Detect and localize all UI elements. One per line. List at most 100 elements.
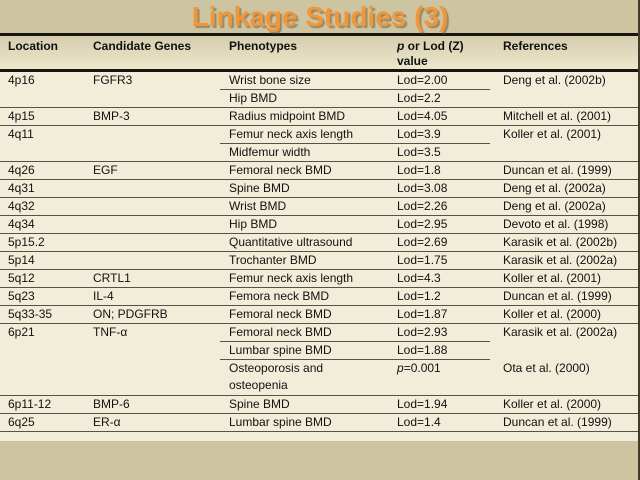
cell-candidate-gene: IL-4 <box>93 289 114 303</box>
cell-value: Lod=2.2 <box>390 90 496 107</box>
table-row: 5p14 Trochanter BMD Lod=1.75 Karasik et … <box>0 252 640 270</box>
phenotype-line1: Lumbar spine BMD <box>229 343 332 357</box>
value-text: Lod=2.2 <box>397 91 441 105</box>
value-text: Lod=1.88 <box>397 343 448 357</box>
header-value-rest: or Lod (Z) <box>404 39 464 53</box>
cell-reference: Karasik et al. (2002a) <box>503 253 618 267</box>
cell-candidate-gene: FGFR3 <box>93 73 133 87</box>
phenotype-line2: osteopenia <box>229 378 288 392</box>
value-text: Lod=1.2 <box>397 289 441 303</box>
value-text: =0.001 <box>403 361 441 375</box>
cell-phenotype: Wrist bone size <box>222 72 390 90</box>
cell-phenotype: Trochanter BMD <box>222 252 390 269</box>
cell-location: 4q26 <box>8 163 35 177</box>
cell-value: Lod=1.88 <box>390 342 496 360</box>
header-value-line2: value <box>397 54 428 68</box>
cell-candidate-gene <box>86 360 222 395</box>
linkage-table: Location Candidate Genes Phenotypes p or… <box>0 33 640 441</box>
cell-candidate-gene <box>86 126 222 144</box>
cell-reference: Duncan et al. (1999) <box>503 163 612 177</box>
value-text: Lod=1.4 <box>397 415 441 429</box>
cell-location: 4p16 <box>8 73 35 87</box>
table-row: 5p15.2 Quantitative ultrasound Lod=2.69 … <box>0 234 640 252</box>
phenotype-line1: Femur neck axis length <box>229 271 354 285</box>
cell-value: Lod=1.87 <box>390 306 496 323</box>
cell-reference: Duncan et al. (1999) <box>503 289 612 303</box>
phenotype-line1: Femoral neck BMD <box>229 163 332 177</box>
cell-value: Lod=2.00 <box>390 72 496 90</box>
value-text: Lod=2.69 <box>397 235 448 249</box>
cell-location: 5q23 <box>8 289 35 303</box>
value-text: Lod=4.3 <box>397 271 441 285</box>
cell-location: 5q33-35 <box>8 307 53 321</box>
cell-reference: Karasik et al. (2002a) <box>503 325 618 339</box>
header-location: Location <box>8 39 58 53</box>
value-text: Lod=3.5 <box>397 145 441 159</box>
cell-reference: Ota et al. (2000) <box>503 361 590 375</box>
cell-phenotype: Lumbar spine BMD <box>222 342 390 360</box>
cell-value: Lod=3.5 <box>390 144 496 161</box>
cell-phenotype: Midfemur width <box>222 144 390 161</box>
phenotype-line1: Hip BMD <box>229 217 278 231</box>
table-row: 4p15 BMP-3 Radius midpoint BMD Lod=4.05 … <box>0 108 640 126</box>
phenotype-line1: Quantitative ultrasound <box>229 235 353 249</box>
cell-phenotype: Spine BMD <box>222 396 390 413</box>
cell-candidate-gene <box>86 90 222 107</box>
cell-candidate-gene <box>86 198 222 215</box>
cell-value: Lod=2.95 <box>390 216 496 233</box>
table-row: Midfemur width Lod=3.5 <box>0 144 640 162</box>
cell-location: 4q34 <box>8 217 35 231</box>
cell-location: 5p15.2 <box>8 235 45 249</box>
cell-reference: Mitchell et al. (2001) <box>503 109 612 123</box>
cell-phenotype: Spine BMD <box>222 180 390 197</box>
header-value-italic-p: p <box>397 39 405 53</box>
phenotype-line1: Midfemur width <box>229 145 311 159</box>
cell-value: Lod=1.8 <box>390 162 496 179</box>
cell-location: 4q31 <box>8 181 35 195</box>
cell-candidate-gene <box>86 180 222 197</box>
cell-location <box>0 144 86 161</box>
cell-location: 6p11-12 <box>8 397 52 411</box>
cell-phenotype: Femoral neck BMD <box>222 324 390 342</box>
phenotype-line1: Wrist BMD <box>229 199 287 213</box>
cell-location: 4q32 <box>8 199 35 213</box>
cell-candidate-gene: BMP-6 <box>93 397 130 411</box>
title-divider-rule <box>0 33 640 36</box>
cell-candidate-gene <box>86 216 222 233</box>
cell-reference: Koller et al. (2000) <box>503 397 602 411</box>
cell-value: p=0.001 <box>390 360 496 395</box>
cell-candidate-gene: CRTL1 <box>93 271 131 285</box>
phenotype-line1: Wrist bone size <box>229 73 311 87</box>
table-row: 6p11-12 BMP-6 Spine BMD Lod=1.94 Koller … <box>0 396 640 414</box>
cell-value: Lod=3.08 <box>390 180 496 197</box>
cell-phenotype: Osteoporosis and osteopenia <box>222 360 390 395</box>
subrow-divider-rule <box>220 359 490 360</box>
cell-location: 5q12 <box>8 271 35 285</box>
table-row: Hip BMD Lod=2.2 <box>0 90 640 108</box>
table-header-row: Location Candidate Genes Phenotypes p or… <box>0 36 640 69</box>
cell-candidate-gene: TNF-α <box>93 325 128 339</box>
cell-candidate-gene: ON; PDGFRB <box>93 307 168 321</box>
value-text: Lod=2.95 <box>397 217 448 231</box>
cell-reference: Karasik et al. (2002b) <box>503 235 618 249</box>
value-text: Lod=3.9 <box>397 127 441 141</box>
cell-phenotype: Quantitative ultrasound <box>222 234 390 251</box>
cell-reference <box>496 144 638 161</box>
cell-candidate-gene: ER-α <box>93 415 121 429</box>
table-row: 6p21 TNF-α Femoral neck BMD Lod=2.93 Kar… <box>0 324 640 342</box>
cell-location: 6p21 <box>8 325 35 339</box>
cell-location: 5p14 <box>8 253 35 267</box>
cell-phenotype: Femur neck axis length <box>222 126 390 144</box>
header-divider-rule <box>0 69 640 72</box>
phenotype-line1: Trochanter BMD <box>229 253 317 267</box>
subrow-divider-rule <box>220 341 490 342</box>
phenotype-line1: Radius midpoint BMD <box>229 109 346 123</box>
value-text: Lod=2.93 <box>397 325 448 339</box>
cell-value: Lod=4.3 <box>390 270 496 287</box>
value-text: Lod=1.87 <box>397 307 448 321</box>
cell-reference: Koller et al. (2000) <box>503 307 602 321</box>
header-phenotypes: Phenotypes <box>229 39 298 53</box>
cell-location: 6q25 <box>8 415 35 429</box>
cell-phenotype: Wrist BMD <box>222 198 390 215</box>
cell-location <box>0 360 86 395</box>
